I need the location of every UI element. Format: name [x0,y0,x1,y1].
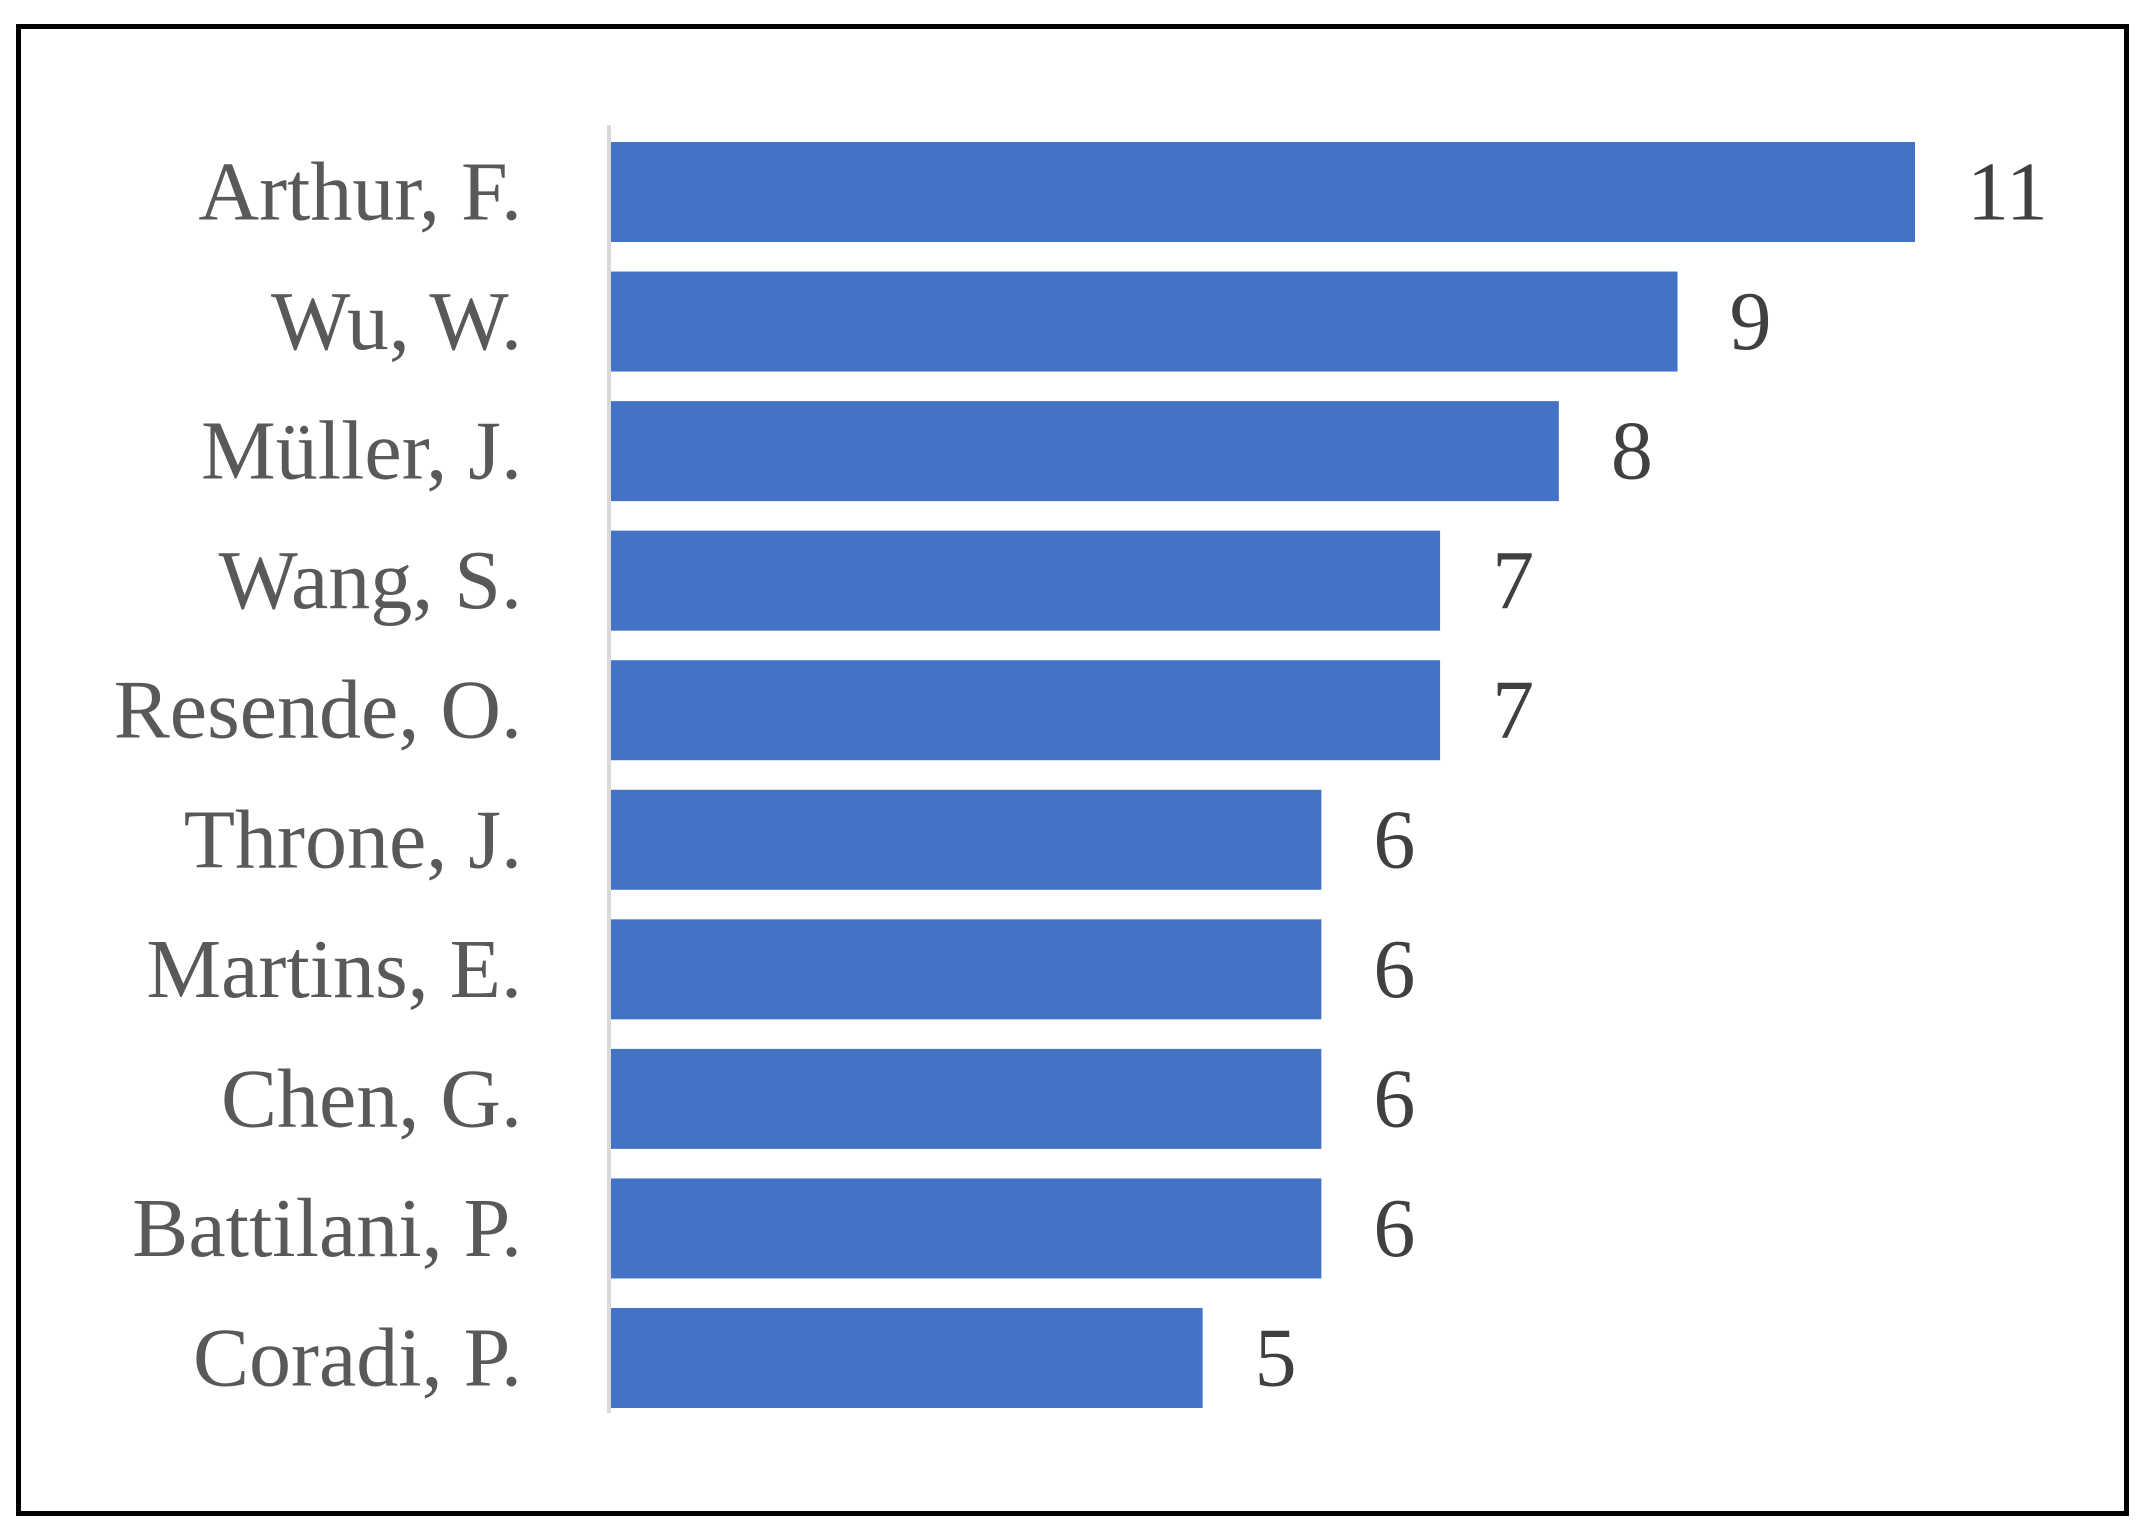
bar [611,1308,1203,1408]
value-label: 6 [1373,1052,1415,1145]
category-label: Chen, G. [221,1052,522,1145]
value-label: 6 [1373,923,1415,1016]
value-label: 6 [1373,1182,1415,1275]
bar [611,789,1322,890]
category-label: Battilani, P. [132,1182,522,1275]
value-label: 7 [1492,664,1534,757]
bar [611,1048,1322,1149]
bar [611,401,1559,502]
bar [611,271,1678,372]
category-label: Resende, O. [114,664,522,757]
category-label: Müller, J. [201,405,522,498]
category-labels: Arthur, F. Wu, W. Müller, J. Wang, S. Resend… [114,146,522,1405]
category-label: Wu, W. [271,275,522,368]
value-label: 7 [1492,534,1534,627]
category-label: Throne, J. [184,793,522,886]
category-label: Martins, E. [146,923,522,1016]
bars-layer [611,142,1915,1408]
value-label: 9 [1730,275,1772,368]
bar [611,142,1915,242]
value-label: 8 [1611,405,1653,498]
value-label: 5 [1255,1312,1297,1405]
category-label: Wang, S. [218,534,522,627]
bar [611,1178,1322,1279]
bar [611,660,1441,761]
value-label: 11 [1967,146,2048,239]
category-label: Coradi, P. [193,1312,522,1405]
bar [611,530,1441,631]
value-label: 6 [1373,793,1415,886]
bar [611,919,1322,1020]
category-label: Arthur, F. [198,146,522,239]
